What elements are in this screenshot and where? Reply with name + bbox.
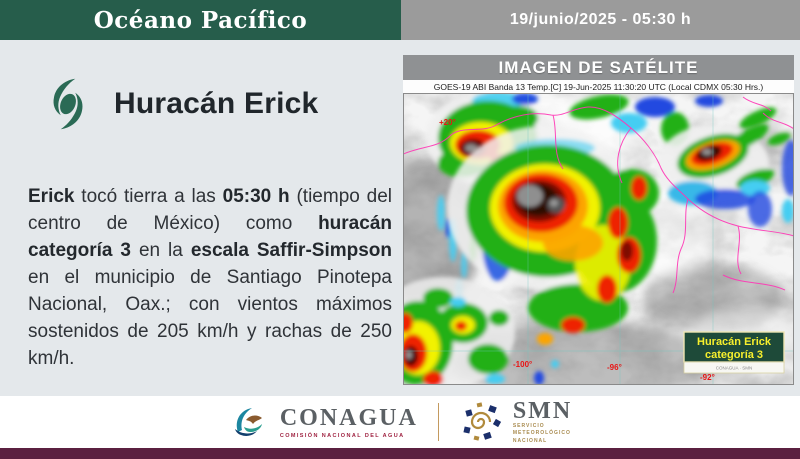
conagua-name: CONAGUA: [279, 404, 418, 431]
satellite-panel: IMAGEN DE SATÉLITE GOES-19 ABI Banda 13 …: [403, 55, 794, 385]
datetime-header: 19/junio/2025 - 05:30 h: [401, 0, 800, 40]
storm-label-name: Huracán Erick: [697, 336, 772, 348]
smn-subtitle-line3: NACIONAL: [512, 437, 548, 444]
satellite-caption-bar: GOES-19 ABI Banda 13 Temp.[C] 19-Jun-202…: [403, 80, 794, 93]
smn-subtitle-line2: METEOROLÓGICO: [512, 430, 571, 437]
lon-label-3: -92°: [700, 373, 715, 382]
geo-coordinate-labels: +20° -100° -96° -92°: [439, 118, 715, 382]
storm-label-box: Huracán Erick categoría 3 CONAGUA · SMN: [683, 331, 785, 374]
satellite-image-frame: [403, 93, 794, 385]
satellite-caption: GOES-19 ABI Banda 13 Temp.[C] 19-Jun-202…: [433, 81, 764, 92]
hurricane-erick-clouds: [447, 126, 659, 345]
datetime-label: 19/junio/2025 - 05:30 h: [509, 11, 692, 28]
conagua-logo-icon: [234, 408, 262, 436]
satellite-panel-header: IMAGEN DE SATÉLITE: [403, 55, 794, 80]
smn-logo-icon: [463, 402, 501, 441]
hurricane-icon: [53, 78, 83, 130]
bottom-accent-bar: [0, 448, 800, 459]
smn-name: SMN: [512, 397, 573, 424]
satellite-image: +20° -100° -96° -92° Huracán Erick categ…: [403, 93, 794, 385]
smn-brand: SMN SERVICIO METEOROLÓGICO NACIONAL: [459, 399, 572, 446]
footer: CONAGUA COMISIÓN NACIONAL DEL AGUA: [0, 396, 800, 448]
lon-label-2: -96°: [607, 363, 622, 372]
lon-label-1: -100°: [513, 360, 532, 369]
label-watermark: CONAGUA · SMN: [716, 366, 753, 371]
satellite-panel-title: IMAGEN DE SATÉLITE: [498, 57, 699, 77]
region-title: Océano Pacífico: [93, 6, 308, 34]
conagua-subtitle: COMISIÓN NACIONAL DEL AGUA: [279, 432, 405, 439]
page-title: Huracán Erick: [114, 87, 319, 120]
smn-subtitle-line1: SERVICIO: [512, 422, 545, 429]
smn-subtitle: SERVICIO METEOROLÓGICO NACIONAL: [513, 423, 572, 446]
lat-label: +20°: [439, 118, 456, 127]
storm-label-category: categoría 3: [705, 349, 763, 361]
title-row: Huracán Erick: [40, 76, 318, 132]
bulletin-paragraph: Erick tocó tierra a las 05:30 h (tiempo …: [28, 186, 393, 369]
cloud-band-top-center: [569, 94, 791, 146]
region-header: Océano Pacífico: [0, 0, 401, 40]
conagua-brand: CONAGUA COMISIÓN NACIONAL DEL AGUA: [228, 401, 418, 443]
footer-divider: [437, 403, 439, 441]
coastline-borders: [403, 96, 794, 294]
